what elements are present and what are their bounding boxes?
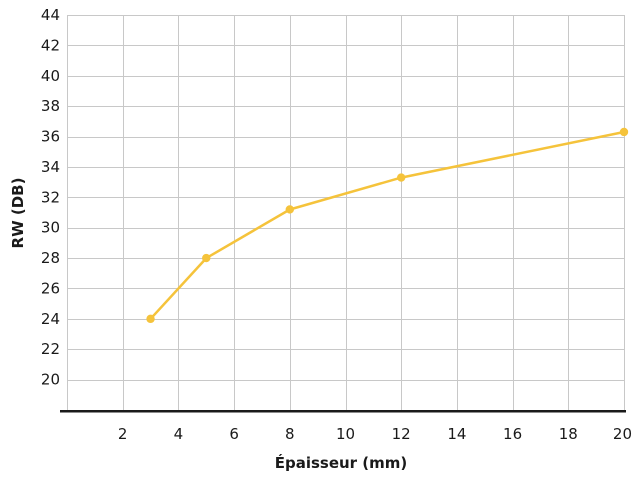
y-tick-label: 34: [41, 158, 60, 176]
data-point: [146, 314, 155, 324]
x-tick-label: 14: [447, 425, 466, 443]
x-tick-label: 8: [285, 425, 295, 443]
y-tick-label: 36: [41, 128, 60, 146]
y-tick-label: 38: [41, 97, 60, 115]
x-tick-label: 6: [229, 425, 239, 443]
y-tick-label: 30: [41, 219, 60, 237]
y-tick-label: 24: [41, 310, 60, 328]
x-axis-ticks: 2 4 6 8 10 12 14 16 18 20: [118, 425, 632, 443]
y-tick-label: 20: [41, 371, 60, 389]
data-point: [285, 205, 294, 214]
x-tick-label: 18: [559, 425, 578, 443]
x-tick-label: 16: [503, 425, 522, 443]
grid: [67, 15, 625, 410]
data-point: [202, 253, 211, 263]
series-line: [149, 130, 625, 320]
y-axis-title: RW (DB): [9, 178, 27, 249]
y-tick-label: 42: [41, 36, 60, 54]
y-tick-label: 32: [41, 188, 60, 206]
y-tick-label: 44: [41, 6, 60, 24]
x-tick-label: 4: [174, 425, 184, 443]
series-layer: [146, 127, 629, 324]
y-axis-ticks: 20 22 24 26 28 30 32 34 36 38 40 42 44: [41, 6, 60, 389]
y-tick-label: 26: [41, 279, 60, 297]
x-tick-label: 20: [613, 425, 632, 443]
x-axis-title: Épaisseur (mm): [275, 453, 408, 472]
data-point: [619, 127, 629, 137]
x-tick-label: 10: [336, 425, 355, 443]
y-tick-label: 40: [41, 67, 60, 85]
x-tick-label: 12: [392, 425, 411, 443]
data-point: [397, 173, 406, 182]
x-tick-label: 2: [118, 425, 128, 443]
y-tick-label: 28: [41, 249, 60, 267]
y-tick-label: 22: [41, 340, 60, 358]
